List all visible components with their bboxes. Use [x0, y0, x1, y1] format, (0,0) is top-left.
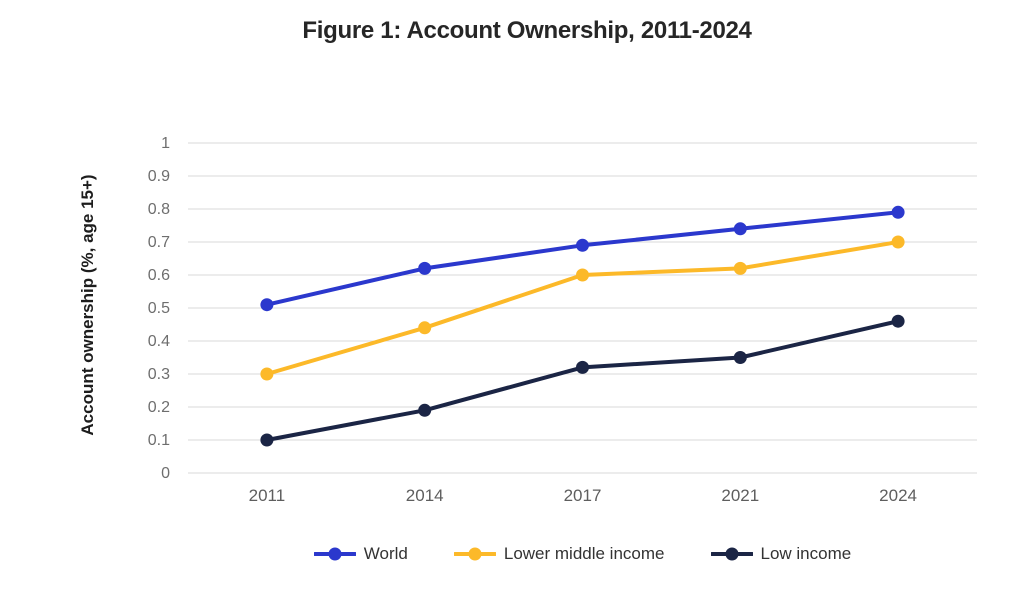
legend-marker-world [313, 547, 356, 561]
data-point-world-2024 [891, 205, 905, 219]
data-point-lower-middle-income-2021 [733, 261, 747, 275]
data-point-low-income-2017 [576, 360, 589, 374]
y-tick-label: 0.8 [148, 201, 170, 218]
data-point-world-2021 [733, 222, 747, 236]
x-tick-label: 2024 [879, 486, 917, 505]
data-point-world-2014 [418, 261, 432, 275]
legend-item-low-income: Low income [710, 544, 852, 564]
legend-label-lower-middle-income: Lower middle income [503, 544, 665, 563]
data-point-low-income-2014 [418, 403, 432, 417]
data-point-lower-middle-income-2017 [576, 268, 589, 282]
data-point-low-income-2021 [733, 351, 747, 364]
data-point-low-income-2024 [891, 314, 905, 328]
data-point-world-2011 [260, 298, 274, 312]
y-tick-label: 0.5 [148, 300, 170, 317]
y-tick-label: 0.9 [148, 168, 170, 185]
figure-title: Figure 1: Account Ownership, 2011-2024 [302, 17, 752, 44]
data-point-lower-middle-income-2024 [891, 235, 905, 249]
y-tick-label: 0 [161, 465, 170, 482]
data-point-lower-middle-income-2014 [418, 321, 432, 335]
y-tick-label: 0.1 [148, 432, 170, 449]
x-tick-label: 2017 [564, 486, 602, 505]
y-tick-label: 0.7 [148, 234, 170, 251]
data-point-world-2017 [576, 238, 589, 252]
legend-item-lower-middle-income: Lower middle income [453, 544, 665, 564]
y-tick-label: 0.6 [148, 267, 170, 284]
data-point-lower-middle-income-2011 [260, 367, 274, 381]
y-tick-label: 0.3 [148, 366, 170, 383]
x-tick-label: 2021 [721, 486, 759, 505]
legend-label-low-income: Low income [760, 544, 852, 563]
legend-marker-lower-middle-income [453, 547, 496, 561]
legend-item-world: World [313, 544, 408, 564]
data-point-low-income-2011 [260, 433, 274, 447]
chart-legend: World Lower middle income Low income [188, 544, 977, 564]
series-line-low-income [264, 319, 901, 442]
y-tick-label: 1 [161, 135, 170, 152]
x-tick-label: 2011 [249, 486, 286, 505]
legend-label-world: World [363, 544, 408, 563]
legend-marker-low-income [710, 547, 753, 561]
y-tick-label: 0.4 [148, 333, 170, 350]
x-tick-label: 2014 [406, 486, 444, 505]
y-tick-label: 0.2 [148, 399, 170, 416]
